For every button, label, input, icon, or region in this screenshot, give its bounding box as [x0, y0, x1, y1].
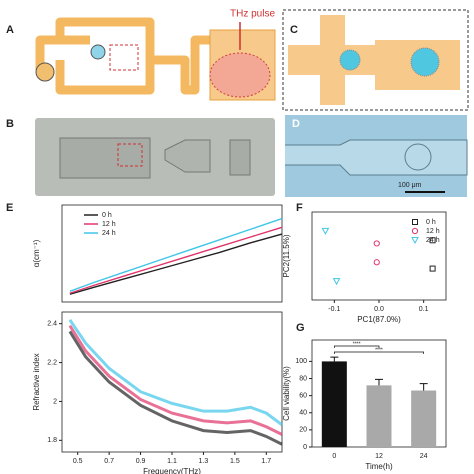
- y-axis-label: Cell viability(%): [282, 366, 291, 421]
- y-tick-label: 60: [299, 392, 307, 399]
- x-tick-label: 24: [420, 453, 428, 460]
- panel-label: B: [6, 118, 14, 130]
- y-tick-label: 2.4: [47, 321, 57, 328]
- bar: [366, 385, 392, 447]
- panel-label: E: [6, 202, 13, 214]
- cell: [339, 49, 361, 71]
- line: [69, 233, 283, 295]
- chip: [164, 139, 211, 173]
- axes-frame: [61, 204, 283, 303]
- panel-label: C: [290, 24, 298, 36]
- highlight: [117, 143, 143, 167]
- scale-label: 100 μm: [398, 182, 422, 189]
- x-tick-label: 0.1: [419, 306, 429, 313]
- chip: [59, 137, 151, 179]
- cell: [404, 143, 432, 171]
- point: [321, 227, 330, 235]
- point: [429, 237, 436, 244]
- x-tick-label: 1.7: [261, 458, 271, 465]
- legend-label: 12 h: [102, 221, 116, 228]
- panel-label: D: [292, 118, 300, 130]
- significance-bracket: [333, 345, 380, 348]
- error-bar: [375, 378, 383, 386]
- error-bar: [419, 383, 428, 391]
- cell: [410, 47, 440, 77]
- x-axis-label: Time(h): [365, 462, 393, 471]
- x-tick-label: 0: [332, 453, 336, 460]
- panel-label: G: [296, 322, 305, 334]
- legend-label: 0 h: [102, 212, 112, 219]
- y-tick-label: 0: [303, 444, 307, 451]
- x-tick-label: 1.3: [199, 458, 209, 465]
- y-tick-label: 40: [299, 410, 307, 417]
- x-axis-label: Frequency(THz): [143, 467, 201, 474]
- point: [332, 278, 341, 286]
- legend-label: 12 h: [426, 228, 440, 235]
- significance-label: ****: [375, 347, 383, 353]
- x-tick-label: -0.1: [328, 306, 340, 313]
- legend-label: 24 h: [102, 230, 116, 237]
- x-axis-label: PC1(87.0%): [357, 315, 401, 324]
- x-tick-label: 1.5: [230, 458, 240, 465]
- legend-swatch: [412, 219, 418, 225]
- line: [68, 324, 283, 436]
- legend-swatch: [411, 227, 419, 235]
- y-tick-label: 2.2: [47, 359, 57, 366]
- x-tick-label: 0.7: [104, 458, 114, 465]
- y-axis-label: Refractive index: [32, 353, 41, 410]
- bar: [321, 361, 347, 447]
- y-tick-label: 2: [53, 398, 57, 405]
- chip: [229, 139, 251, 176]
- x-tick-label: 1.1: [167, 458, 177, 465]
- y-axis-label: PC2(11.5%): [282, 234, 291, 277]
- panel-label: A: [6, 24, 14, 36]
- line: [69, 226, 283, 294]
- significance-bracket: [333, 351, 425, 354]
- line: [68, 318, 283, 426]
- legend-swatch: [411, 237, 419, 245]
- point: [373, 240, 380, 247]
- y-tick-label: 80: [299, 375, 307, 382]
- x-tick-label: 0.0: [374, 306, 384, 313]
- y-tick-label: 100: [295, 358, 307, 365]
- schematic-a: [35, 17, 276, 101]
- y-tick-label: 1.8: [47, 437, 57, 444]
- line: [69, 217, 283, 292]
- point: [429, 265, 436, 272]
- error-bar: [330, 356, 339, 362]
- point: [373, 259, 380, 266]
- channel: [288, 15, 460, 105]
- annotation: THz pulse: [230, 9, 275, 20]
- legend-label: 24 h: [426, 237, 440, 244]
- x-tick-label: 12: [375, 453, 383, 460]
- x-tick-label: 0.5: [73, 458, 83, 465]
- legend-label: 0 h: [426, 219, 436, 226]
- y-axis-label: α(cm⁻¹): [32, 239, 41, 267]
- line: [68, 330, 283, 446]
- significance-label: ****: [353, 341, 361, 347]
- x-tick-label: 0.9: [136, 458, 146, 465]
- y-tick-label: 20: [299, 427, 307, 434]
- bar: [411, 390, 437, 447]
- panel-label: F: [296, 202, 303, 214]
